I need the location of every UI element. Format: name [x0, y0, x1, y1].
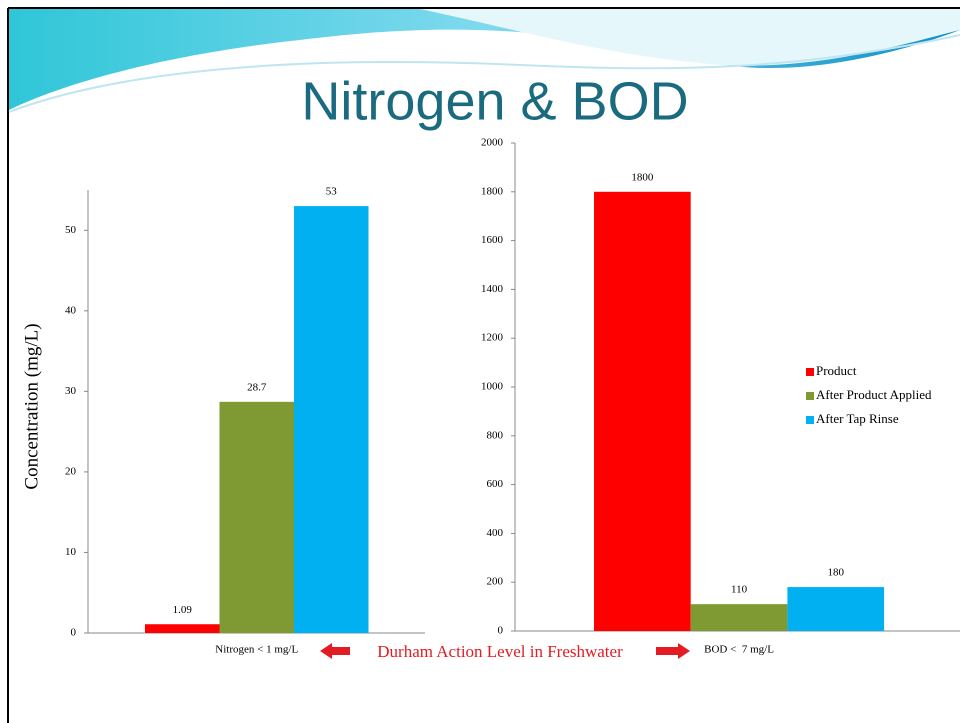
legend-swatch [806, 392, 814, 400]
arrow-left [320, 643, 350, 659]
data-label: 180 [828, 567, 845, 579]
y-tick-label: 20 [65, 465, 77, 477]
y-tick-label: 1200 [481, 332, 504, 344]
bar [690, 604, 788, 631]
data-label: 53 [326, 186, 338, 198]
legend-label: Product [816, 363, 857, 378]
legend-label: After Tap Rinse [816, 411, 899, 426]
y-tick-label: 10 [65, 546, 77, 558]
data-label: 1.09 [173, 604, 193, 616]
y-tick-label: 0 [498, 625, 504, 637]
bar [787, 587, 885, 631]
y-tick-label: 50 [65, 224, 77, 236]
y-tick-label: 600 [487, 478, 504, 490]
y-tick-label: 0 [71, 627, 77, 639]
y-tick-label: 1800 [481, 185, 504, 197]
bar [294, 206, 369, 634]
data-label: 110 [731, 584, 748, 596]
y-tick-label: 30 [65, 385, 77, 397]
data-label: 1800 [631, 171, 654, 183]
bar [594, 191, 691, 632]
header-line [8, 34, 960, 113]
y-tick-label: 800 [487, 429, 504, 441]
annotation: Durham Action Level in Freshwater [377, 642, 623, 661]
legend-swatch [806, 368, 814, 376]
y-tick-label: 200 [487, 576, 504, 588]
x-tick-label: BOD < 7 mg/L [704, 644, 774, 656]
data-label: 28.7 [247, 381, 267, 393]
legend-swatch [806, 416, 814, 424]
slide-title: Nitrogen & BOD [301, 71, 688, 131]
bar [145, 624, 220, 633]
y-tick-label: 1400 [481, 283, 504, 295]
y-tick-label: 1600 [481, 234, 504, 246]
y-tick-label: 40 [65, 304, 77, 316]
y-tick-label: 2000 [481, 137, 504, 149]
legend-label: After Product Applied [816, 387, 932, 402]
x-tick-label: Nitrogen < 1 mg/L [215, 644, 298, 656]
arrow-right [656, 643, 690, 659]
y-tick-label: 400 [487, 527, 504, 539]
y-axis-label: Concentration (mg/L) [21, 323, 42, 489]
y-tick-label: 1000 [481, 381, 504, 393]
bar [219, 401, 294, 633]
header-wave [420, 9, 960, 66]
